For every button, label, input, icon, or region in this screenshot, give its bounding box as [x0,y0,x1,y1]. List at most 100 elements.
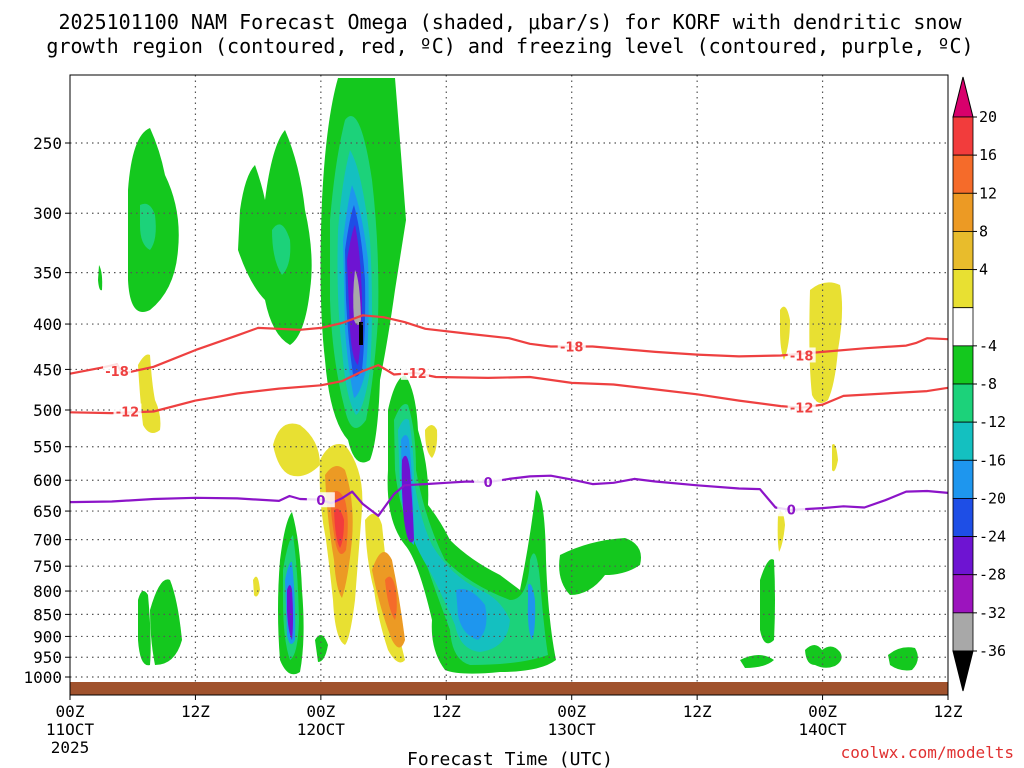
y-tick-label: 900 [33,627,62,646]
y-tick-label: 400 [33,315,62,334]
y-tick-label: 750 [33,557,62,576]
y-tick-label: 650 [33,502,62,521]
colorbar-segment [952,612,974,652]
omega-region-green [138,591,151,666]
colorbar-label: -8 [979,375,997,393]
y-tick-label: 500 [33,401,62,420]
colorbar-segment [952,154,974,194]
x-tick-label: 00Z [56,702,85,721]
colorbar-segment [952,421,974,461]
omega-region-cyan [398,418,510,652]
colorbar-label: 12 [979,184,997,202]
contour-label--18: -18 [105,365,129,380]
colorbar-segment [952,192,974,232]
omega-region-teal [140,203,156,250]
x-tick-label: 12Z [181,702,210,721]
x-tick-label: 00Z [306,702,335,721]
y-tick-label: 850 [33,605,62,624]
omega-region-yellow [273,423,320,477]
omega-region-blue [527,584,536,640]
colorbar-label: -4 [979,337,997,355]
y-tick-label: 450 [33,360,62,379]
contour-label-background [557,338,586,354]
contour-label-background [474,474,503,490]
x-tick-label: 00Z [808,702,837,721]
y-tick-label: 800 [33,582,62,601]
omega-region-yellow [138,354,161,434]
x-tick-date-label: 12OCT [297,720,346,739]
omega-region-green [760,559,775,644]
contour-label-background [777,501,806,517]
omega-region-yellow [780,306,790,360]
contour-label--12: -12 [116,406,140,421]
x-tick-date-label: 2025 [51,738,90,757]
contour-label-background [400,364,429,380]
contour-lines: -18 -18 -18 -12 -12 -12 0 0 0 [69,314,949,518]
colorbar-label: -12 [979,413,1006,431]
colorbar-segment [952,307,974,347]
colorbar-segment [952,116,974,156]
credit-text: coolwx.com/modelts [841,743,1014,762]
y-tick-label: 600 [33,471,62,490]
contour-label--18: -18 [790,349,814,364]
plot-border [69,74,949,696]
omega-region-green [98,265,103,291]
colorbar-label: -32 [979,604,1006,622]
colorbar-label: 8 [979,222,988,240]
colorbar-label: -20 [979,489,1006,507]
y-tick-label: 950 [33,648,62,667]
omega-region-purple [287,585,293,640]
y-tick-label: 350 [33,264,62,283]
x-tick-label: 12Z [683,702,712,721]
omega-region-green [740,655,774,668]
y-tick-label: 700 [33,531,62,550]
x-tick-date-label: 14OCT [798,720,847,739]
chart-title-line-1: 2025101100 NAM Forecast Omega (shaded, μ… [58,10,962,34]
omega-region-yellow [777,511,785,552]
x-tick-date-label: 11OCT [46,720,95,739]
omega-region-purple [401,455,414,543]
x-tick-label: 12Z [934,702,963,721]
omega-region-red [334,508,344,548]
colorbar-label: 16 [979,146,997,164]
x-tick-date-label: 13OCT [548,720,597,739]
contour-label-0: 0 [787,503,796,518]
y-tick-label: 250 [33,134,62,153]
colorbar-segment [952,231,974,270]
contour-label--12: -12 [790,402,814,417]
omega-region-green [150,579,182,665]
contour-label-background [113,403,142,419]
y-tick-label: 300 [33,204,62,223]
colorbar-top-arrow [952,76,974,118]
y-tick-label: 1000 [23,668,62,687]
colorbar-segment [952,269,974,309]
colorbar-label: -36 [979,642,1006,660]
omega-region-gray [353,270,361,325]
contour-label--18: -18 [560,340,584,355]
omega-region-yellow [832,444,838,472]
colorbar-label: -24 [979,528,1006,546]
colorbar-segment [952,383,974,423]
contour-label--12: -12 [403,367,427,382]
contour-label-background [787,399,816,415]
colorbar: 20 16 12 8 4 -4 -8 -12 -16 -20 -24 -28 -32 -36 [952,76,1006,692]
omega-region-yellow [809,282,843,404]
omega-region-green [888,647,918,671]
ground-layer [70,682,948,695]
colorbar-segment [952,574,974,614]
omega-region-green [805,645,842,668]
omega-region-orange [385,576,397,620]
contour-label-0: 0 [484,476,493,491]
omega-region-green [559,538,641,595]
chart-title-line-2: growth region (contoured, red, ºC) and f… [46,34,973,58]
colorbar-segment [952,345,974,385]
x-tick-label: 00Z [557,702,586,721]
contour-label-0: 0 [316,494,325,509]
colorbar-label: 4 [979,261,988,279]
omega-region-blue [456,589,487,640]
colorbar-label: 20 [979,108,997,126]
colorbar-label: -16 [979,451,1006,469]
y-axis-ticks: 250 300 350 400 450 500 550 600 650 700 750 800 850 9… [23,134,70,687]
